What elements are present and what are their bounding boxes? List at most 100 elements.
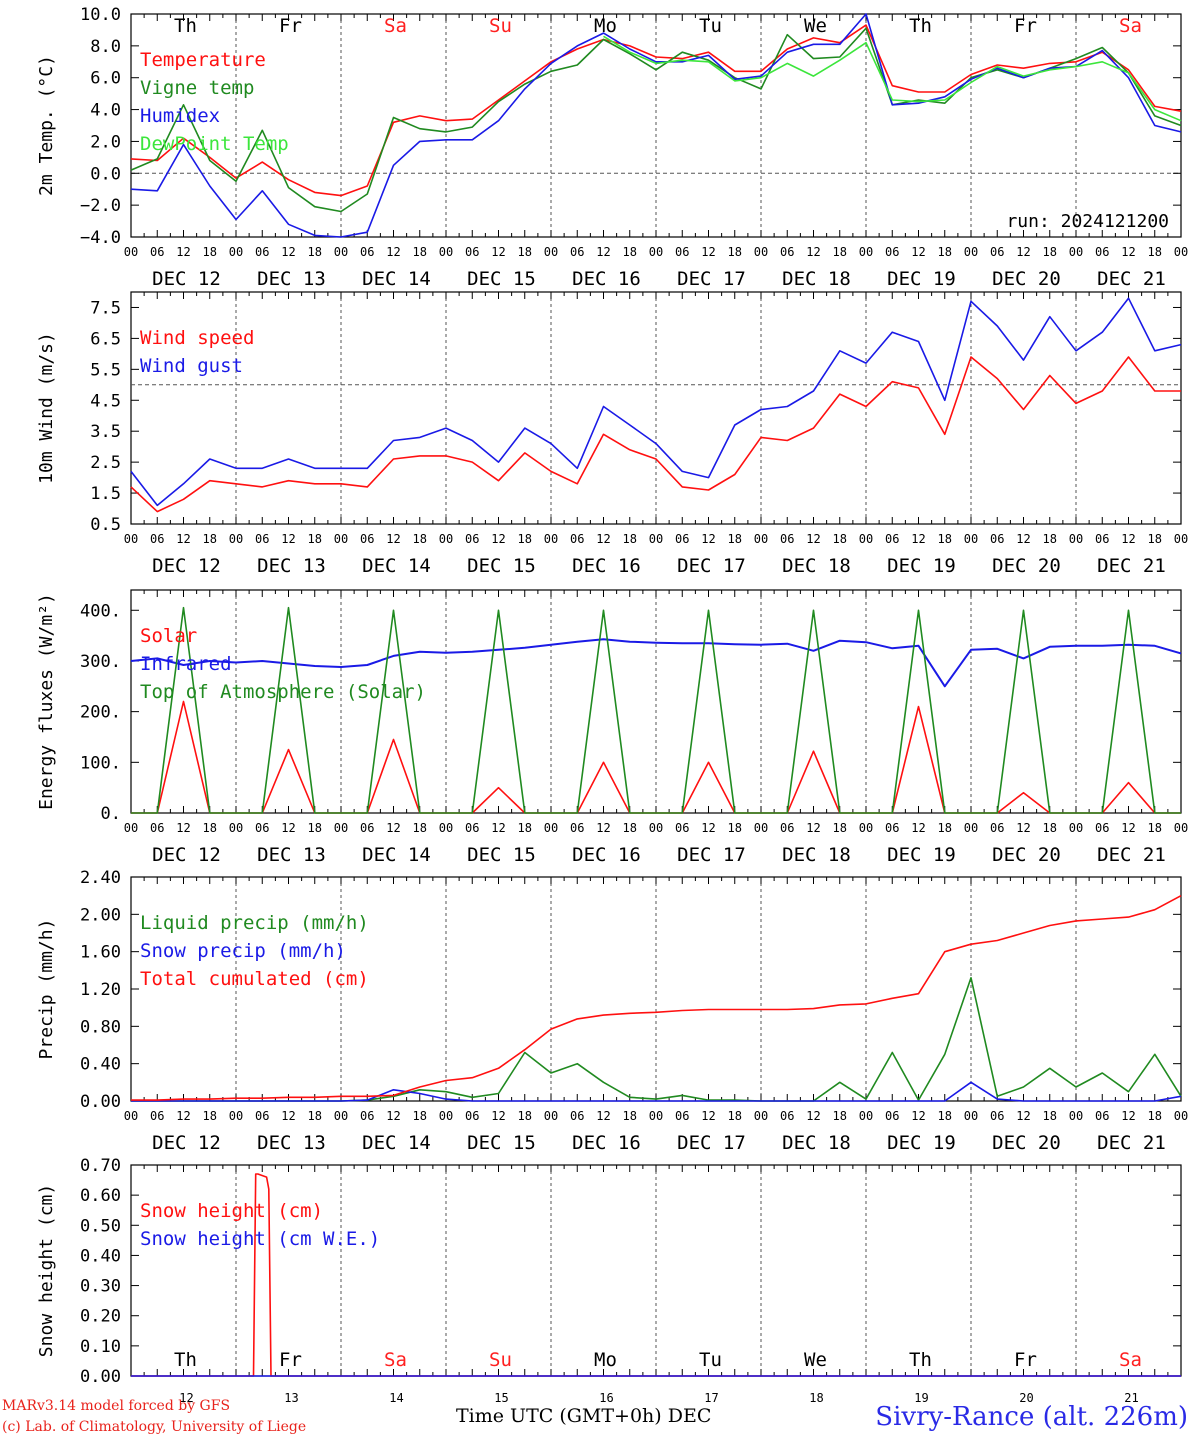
date-tick-label: DEC 18 — [782, 844, 851, 866]
legend-entry: Liquid precip (mm/h) — [140, 912, 369, 934]
hour-tick-label: 12 — [1016, 245, 1030, 259]
hour-tick-label: 18 — [203, 1109, 217, 1123]
hour-tick-label: 06 — [150, 1109, 164, 1123]
hour-tick-label: 00 — [649, 821, 663, 835]
y-tick-label: 300. — [80, 652, 121, 672]
hour-tick-label: 06 — [360, 821, 374, 835]
hour-tick-label: 00 — [229, 821, 243, 835]
y-tick-label: 100. — [80, 753, 121, 773]
y-tick-label: 0.40 — [80, 1246, 121, 1266]
date-tick-label: DEC 13 — [257, 555, 326, 577]
lab-credit: (c) Lab. of Climatology, University of L… — [2, 1419, 307, 1435]
day-number-label: 14 — [389, 1391, 403, 1405]
day-number-label: 18 — [809, 1391, 823, 1405]
hour-tick-label: 06 — [360, 532, 374, 546]
hour-tick-label: 06 — [465, 821, 479, 835]
hour-tick-label: 18 — [308, 1109, 322, 1123]
y-tick-label: 0.30 — [80, 1277, 121, 1297]
hour-tick-label: 00 — [334, 1109, 348, 1123]
date-tick-label: DEC 19 — [887, 555, 956, 577]
panel-frame — [130, 13, 1182, 238]
date-tick-label: DEC 21 — [1097, 268, 1166, 290]
hour-tick-label: 00 — [124, 1109, 138, 1123]
hour-tick-label: 18 — [938, 245, 952, 259]
y-tick-label: 1.20 — [80, 980, 121, 1000]
hour-tick-label: 00 — [439, 532, 453, 546]
x-axis-time-label: Time UTC (GMT+0h) — [456, 1405, 662, 1427]
hour-tick-label: 00 — [1069, 532, 1083, 546]
hour-tick-label: 18 — [623, 821, 637, 835]
series-line-2 — [130, 27, 1182, 213]
hour-tick-label: 12 — [491, 821, 505, 835]
series-line-1 — [130, 24, 1182, 197]
date-tick-label: DEC 18 — [782, 1132, 851, 1154]
weekday-label: Sa — [1119, 1349, 1142, 1371]
hour-tick-label: 00 — [334, 821, 348, 835]
hour-tick-label: 06 — [885, 821, 899, 835]
hour-tick-label: 06 — [990, 1109, 1004, 1123]
y-tick-label: 0.60 — [80, 1186, 121, 1206]
series-line-1 — [130, 356, 1181, 513]
legend-entry: Total cumulated (cm) — [140, 968, 369, 990]
hour-tick-label: 00 — [859, 1109, 873, 1123]
date-tick-label: DEC 18 — [782, 555, 851, 577]
date-tick-label: DEC 19 — [887, 1132, 956, 1154]
hour-tick-label: 12 — [386, 1109, 400, 1123]
y-tick-label: 0.40 — [80, 1055, 121, 1075]
weekday-label: Th — [909, 1349, 932, 1371]
weekday-label: Sa — [1119, 15, 1142, 37]
legend-entry: Snow height (cm W.E.) — [140, 1228, 380, 1250]
hour-tick-label: 12 — [281, 532, 295, 546]
hour-tick-label: 18 — [413, 245, 427, 259]
hour-tick-label: 06 — [150, 821, 164, 835]
weekday-label: Fr — [1014, 1349, 1037, 1371]
hour-tick-label: 06 — [570, 245, 584, 259]
y-axis-label: 10m Wind (m/s) — [36, 332, 57, 484]
panel-1 — [130, 13, 1182, 238]
day-number-label: 15 — [494, 1391, 508, 1405]
y-tick-label: 2.0 — [90, 132, 121, 152]
hour-tick-label: 06 — [780, 245, 794, 259]
y-tick-label: 2.00 — [80, 905, 121, 925]
x-axis-month-label: DEC — [667, 1405, 712, 1427]
hour-tick-label: 06 — [255, 532, 269, 546]
hour-tick-label: 00 — [334, 245, 348, 259]
date-tick-label: DEC 13 — [257, 844, 326, 866]
hour-tick-label: 12 — [701, 532, 715, 546]
hour-tick-label: 06 — [885, 1109, 899, 1123]
hour-tick-label: 12 — [596, 532, 610, 546]
hour-tick-label: 00 — [649, 245, 663, 259]
hour-tick-label: 00 — [1174, 532, 1188, 546]
y-tick-label: 0.20 — [80, 1307, 121, 1327]
hour-tick-label: 00 — [544, 821, 558, 835]
hour-tick-label: 00 — [1174, 821, 1188, 835]
date-tick-label: DEC 17 — [677, 268, 746, 290]
hour-tick-label: 12 — [176, 245, 190, 259]
y-tick-label: 0.70 — [80, 1156, 121, 1176]
hour-tick-label: 12 — [386, 821, 400, 835]
hour-tick-label: 12 — [491, 532, 505, 546]
day-number-label: 21 — [1124, 1391, 1138, 1405]
legend-entry: Snow precip (mm/h) — [140, 940, 346, 962]
hour-tick-label: 00 — [1069, 1109, 1083, 1123]
hour-tick-label: 12 — [1121, 1109, 1135, 1123]
y-tick-label: 4.0 — [90, 101, 121, 121]
hour-tick-label: 18 — [518, 1109, 532, 1123]
hour-tick-label: 00 — [124, 245, 138, 259]
hour-tick-label: 06 — [570, 821, 584, 835]
hour-tick-label: 12 — [596, 1109, 610, 1123]
hour-tick-label: 18 — [938, 1109, 952, 1123]
date-tick-label: DEC 12 — [152, 268, 221, 290]
y-tick-label: 0. — [101, 804, 121, 824]
hour-tick-label: 18 — [203, 821, 217, 835]
series-line-3 — [131, 894, 1182, 1101]
date-tick-label: DEC 20 — [992, 555, 1061, 577]
hour-tick-label: 12 — [1016, 532, 1030, 546]
hour-tick-label: 12 — [596, 821, 610, 835]
hour-tick-label: 18 — [938, 821, 952, 835]
y-tick-label: −2.0 — [80, 196, 121, 216]
hour-tick-label: 00 — [859, 245, 873, 259]
hour-tick-label: 00 — [124, 532, 138, 546]
weekday-label: Su — [489, 1349, 512, 1371]
weekday-label: Mo — [594, 15, 617, 37]
